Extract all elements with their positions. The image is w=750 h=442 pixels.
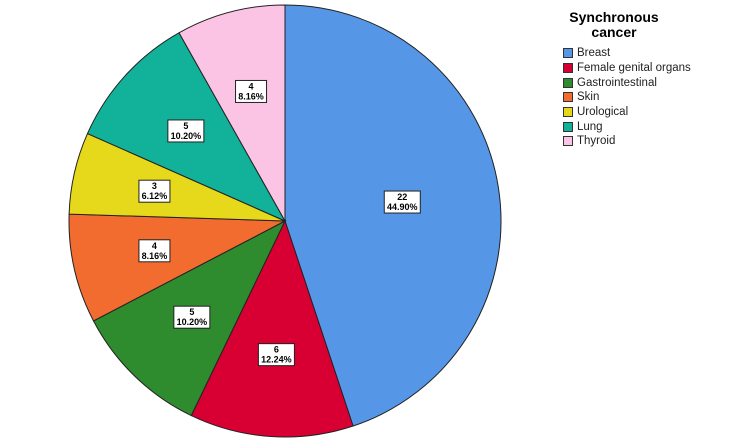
data-label-count: 4 — [152, 241, 157, 251]
legend-item-lung: Lung — [563, 119, 728, 134]
data-label-box — [383, 190, 421, 214]
legend-item-breast: Breast — [563, 46, 728, 61]
legend-label: Female genital organs — [577, 62, 691, 75]
data-label-count: 22 — [397, 192, 407, 202]
data-label-percent: 12.24% — [261, 355, 292, 365]
legend-swatch — [563, 107, 573, 118]
data-label-count: 5 — [183, 121, 188, 131]
data-label-box — [173, 305, 211, 329]
data-label-percent: 8.16% — [238, 91, 264, 101]
legend-swatch — [563, 63, 573, 74]
legend-swatch — [563, 121, 573, 132]
data-label-box — [235, 79, 268, 103]
legend-label: Gastrointestinal — [577, 76, 657, 89]
data-label-box — [167, 119, 205, 143]
data-label-percent: 10.20% — [177, 317, 208, 327]
pie-slices — [68, 4, 502, 438]
legend-label: Lung — [577, 120, 603, 133]
legend-swatch — [563, 77, 573, 88]
legend-label: Thyroid — [577, 135, 616, 148]
data-label-count: 4 — [249, 81, 254, 91]
data-label-lung: 510.20% — [167, 119, 205, 143]
legend-title: Synchronous cancer — [569, 9, 659, 40]
pie-slice-breast — [284, 4, 502, 427]
legend-list: Breast Female genital organs Gastrointesti… — [558, 46, 728, 149]
pie-slice-skin — [68, 213, 287, 322]
legend-swatch — [563, 48, 573, 59]
legend-label: Urological — [577, 106, 629, 119]
legend-label: Skin — [577, 91, 600, 104]
legend-item-female-genital-organs: Female genital organs — [563, 61, 728, 76]
data-label-gastrointestinal: 510.20% — [173, 305, 211, 329]
data-label-count: 3 — [152, 181, 157, 191]
data-label-percent: 44.90% — [387, 202, 418, 212]
data-label-thyroid: 48.16% — [235, 79, 268, 103]
legend-item-skin: Skin — [563, 90, 728, 105]
legend-item-urological: Urological — [563, 105, 728, 120]
data-label-female-genital-organs: 612.24% — [257, 343, 295, 367]
data-label-box — [257, 343, 295, 367]
legend-swatch — [563, 92, 573, 103]
pie-slice-thyroid — [178, 4, 286, 223]
data-label-count: 5 — [189, 307, 194, 317]
legend-swatch — [563, 136, 573, 147]
legend: Synchronous cancer Breast Female genital … — [558, 10, 728, 149]
data-label-percent: 6.12% — [142, 191, 168, 201]
pie-slice-female-genital-organs — [190, 219, 354, 438]
data-label-urological: 36.12% — [138, 179, 171, 203]
data-label-box — [138, 239, 171, 263]
data-label-percent: 10.20% — [171, 131, 202, 141]
legend-item-thyroid: Thyroid — [563, 134, 728, 149]
data-label-skin: 48.16% — [138, 239, 171, 263]
legend-label: Breast — [577, 47, 611, 60]
legend-item-gastrointestinal: Gastrointestinal — [563, 75, 728, 90]
data-label-count: 6 — [274, 345, 279, 355]
data-label-box — [138, 179, 171, 203]
pie-data-labels: 2244.90%612.24%510.20%48.16%36.12%510.20… — [138, 79, 421, 367]
data-label-percent: 8.16% — [142, 251, 168, 261]
